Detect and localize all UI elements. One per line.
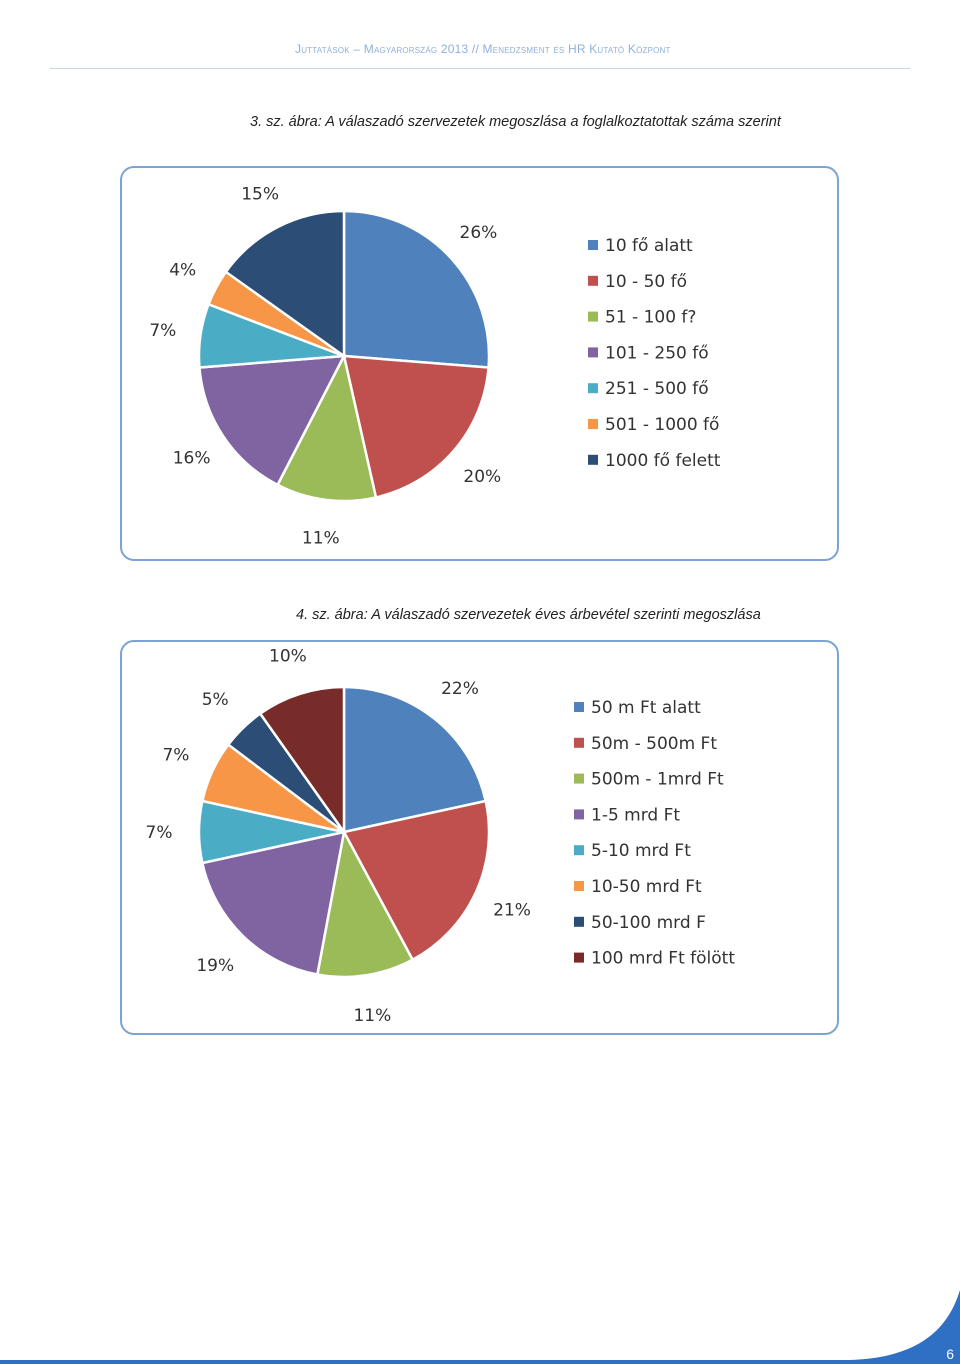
legend-swatch-6 — [574, 916, 584, 927]
employee-count-pie-chart: 26% 20% 11% 16% 7% 4% 15% 10 fő alatt 10 - 50 fő… — [120, 166, 839, 561]
pie-slice-0 — [342, 685, 488, 834]
legend-swatch-2 — [588, 311, 598, 322]
legend-swatch-3 — [588, 347, 598, 358]
legend-swatch-2 — [574, 773, 584, 784]
slice-label-5: 7% — [162, 746, 189, 766]
slice-label-6: 15% — [241, 184, 279, 204]
pie-slice-1 — [342, 799, 491, 962]
employee-count-pie-svg: 26% 20% 11% 16% 7% 4% 15% 10 fő alatt 10 - 50 fő… — [149, 184, 721, 549]
legend-label-2: 500m - 1mrd Ft — [591, 770, 724, 790]
pie-slice-0 — [342, 209, 491, 369]
legend-label-6: 50-100 mrd F — [591, 913, 706, 933]
header-divider — [50, 68, 910, 69]
legend-swatch-3 — [574, 809, 584, 820]
slice-label-5: 4% — [169, 261, 196, 281]
legend-label-5: 501 - 1000 fő — [605, 415, 719, 435]
pie-slice-3 — [200, 830, 346, 976]
pie-slice-6 — [224, 209, 346, 359]
legend-label-3: 101 - 250 fő — [605, 343, 709, 363]
legend-label-7: 100 mrd Ft fölött — [591, 949, 735, 969]
page-number: 6 — [946, 1346, 954, 1362]
legend-swatch-1 — [574, 737, 584, 748]
pie-slice-3 — [198, 354, 347, 487]
legend-label-6: 1000 fő felett — [605, 451, 721, 471]
legend-swatch-1 — [588, 275, 598, 286]
page-header: Juttatások – Magyarország 2013 // Menedz… — [295, 42, 671, 56]
legend-label-0: 10 fő alatt — [605, 236, 693, 256]
legend-label-1: 10 - 50 fő — [605, 272, 687, 292]
slice-label-1: 21% — [493, 900, 531, 920]
slice-label-0: 26% — [460, 223, 498, 243]
slice-label-4: 7% — [146, 823, 173, 843]
legend-swatch-5 — [574, 881, 584, 891]
slice-label-1: 20% — [463, 467, 501, 487]
revenue-pie-chart: 22% 21% 11% 19% 7% 7% 5% 10% 50 m Ft alatt 50m - … — [120, 640, 839, 1035]
legend-label-2: 51 - 100 f? — [605, 308, 696, 328]
legend-label-4: 5-10 mrd Ft — [591, 841, 691, 861]
slice-label-7: 10% — [269, 647, 307, 667]
revenue-pie-svg: 22% 21% 11% 19% 7% 7% 5% 10% 50 m Ft alatt 50m - … — [146, 647, 736, 1026]
legend-swatch-7 — [574, 952, 584, 963]
slice-label-3: 19% — [196, 956, 234, 976]
pie-slice-7 — [258, 685, 346, 836]
pie-slice-2 — [315, 828, 415, 979]
slice-label-6: 5% — [202, 690, 229, 710]
legend-label-0: 50 m Ft alatt — [591, 698, 701, 718]
pie-slice-2 — [275, 352, 378, 503]
legend-swatch-4 — [574, 845, 584, 856]
legend-swatch-5 — [588, 419, 598, 429]
legend-label-1: 50m - 500m Ft — [591, 734, 717, 754]
legend-label-3: 1-5 mrd Ft — [591, 805, 680, 825]
slice-label-2: 11% — [353, 1006, 391, 1026]
slice-label-4: 7% — [149, 321, 176, 341]
figure-caption-4: 4. sz. ábra: A válaszadó szervezetek éve… — [296, 607, 761, 623]
slice-label-2: 11% — [302, 529, 340, 549]
legend-label-5: 10-50 mrd Ft — [591, 877, 702, 897]
legend-swatch-6 — [588, 454, 598, 465]
legend-label-4: 251 - 500 fő — [605, 379, 709, 399]
slice-label-3: 16% — [173, 448, 211, 468]
legend-swatch-0 — [574, 702, 584, 712]
legend-swatch-4 — [588, 383, 598, 394]
pie-slice-1 — [342, 354, 490, 499]
slice-label-0: 22% — [441, 679, 479, 699]
legend-swatch-0 — [588, 240, 598, 250]
figure-caption-3: 3. sz. ábra: A válaszadó szervezetek meg… — [250, 114, 781, 130]
